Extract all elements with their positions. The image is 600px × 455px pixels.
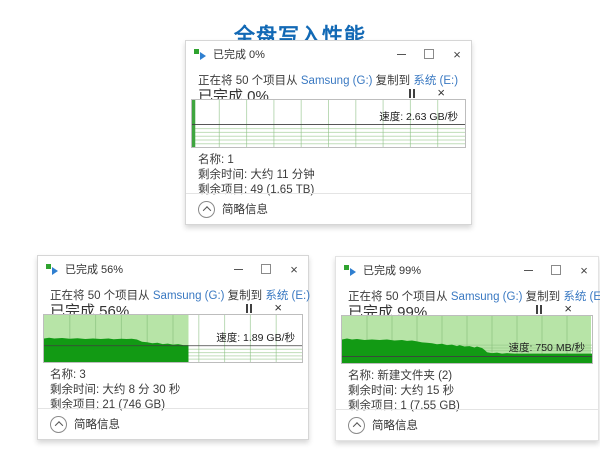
minimize-icon (523, 269, 533, 271)
transfer-speed-chart: 速度: 2.63 GB/秒 (191, 99, 466, 148)
transfer-speed-chart: 速度: 1.89 GB/秒 (43, 314, 303, 363)
chevron-up-icon (198, 200, 215, 218)
copy-dialog-icon (344, 264, 356, 276)
fewer-details-label: 简略信息 (222, 204, 268, 216)
copy-text: 复制到 (372, 75, 414, 87)
minimize-button[interactable] (514, 257, 542, 283)
item-name: 名称: 新建文件夹 (2) (348, 370, 453, 382)
items-remaining: 剩余项目: 49 (1.65 TB) (198, 184, 315, 196)
divider (336, 409, 598, 410)
close-icon: × (290, 261, 298, 277)
close-button[interactable]: × (443, 41, 471, 67)
close-icon: × (580, 262, 588, 278)
items-remaining: 剩余项目: 1 (7.55 GB) (348, 400, 460, 412)
close-button[interactable]: × (280, 256, 308, 282)
destination-drive-link[interactable]: 系统 (E:) (265, 290, 311, 302)
maximize-icon (261, 264, 271, 274)
window-title: 已完成 0% (213, 49, 265, 61)
current-speed-line (342, 356, 592, 357)
titlebar[interactable]: 已完成 0% × (186, 41, 471, 67)
minimize-button[interactable] (224, 256, 252, 282)
source-drive-link[interactable]: Samsung (G:) (450, 291, 523, 303)
divider (186, 193, 471, 194)
time-remaining: 剩余时间: 大约 8 分 30 秒 (50, 384, 181, 396)
window-title: 已完成 99% (363, 265, 422, 277)
divider (38, 408, 308, 409)
speed-label: 速度: 2.63 GB/秒 (379, 110, 458, 123)
copy-dialog-56-percent: 已完成 56% × 正在将 50 个项目从 Samsung (G:) 复制到 系… (37, 255, 310, 440)
maximize-button[interactable] (542, 257, 570, 283)
current-speed-line (192, 124, 465, 125)
destination-drive-link[interactable]: 系统 (E:) (413, 75, 459, 87)
maximize-icon (424, 49, 434, 59)
pause-button[interactable] (246, 304, 252, 313)
fewer-details-label: 简略信息 (372, 420, 418, 432)
destination-drive-link[interactable]: 系统 (E:) (563, 291, 600, 303)
copy-text: 正在将 50 个项目从 (198, 75, 301, 87)
source-drive-link[interactable]: Samsung (G:) (300, 75, 373, 87)
copy-description: 正在将 50 个项目从 Samsung (G:) 复制到 系统 (E:) (50, 287, 310, 303)
copy-text: 正在将 50 个项目从 (50, 290, 153, 302)
fewer-details-label: 简略信息 (74, 419, 120, 431)
cancel-button[interactable]: × (274, 300, 282, 315)
fewer-details-toggle[interactable]: 简略信息 (198, 198, 268, 220)
items-remaining: 剩余项目: 21 (746 GB) (50, 399, 166, 411)
chevron-up-icon (50, 415, 67, 433)
pause-button[interactable] (536, 305, 542, 314)
current-speed-line (44, 345, 302, 347)
item-name: 名称: 3 (50, 369, 86, 381)
chevron-up-icon (348, 416, 365, 434)
maximize-button[interactable] (252, 256, 280, 282)
fewer-details-toggle[interactable]: 简略信息 (50, 413, 120, 435)
fewer-details-toggle[interactable]: 简略信息 (348, 414, 418, 436)
titlebar[interactable]: 已完成 99% × (336, 257, 598, 283)
minimize-icon (233, 268, 243, 270)
time-remaining: 剩余时间: 大约 11 分钟 (198, 169, 315, 181)
transfer-speed-chart: 速度: 750 MB/秒 (341, 315, 593, 364)
maximize-button[interactable] (415, 41, 443, 67)
transfer-details: 名称: 新建文件夹 (2) 剩余时间: 大约 15 秒 剩余项目: 1 (7.5… (348, 369, 588, 414)
speed-history-area (44, 337, 189, 362)
copy-dialog-0-percent: 已完成 0% × 正在将 50 个项目从 Samsung (G:) 复制到 系统… (185, 40, 472, 225)
time-remaining: 剩余时间: 大约 15 秒 (348, 385, 455, 397)
copy-text: 复制到 (522, 291, 564, 303)
copy-description: 正在将 50 个项目从 Samsung (G:) 复制到 系统 (E:) (198, 72, 461, 88)
speed-history-area (342, 338, 592, 363)
copy-dialog-99-percent: 已完成 99% × 正在将 50 个项目从 Samsung (G:) 复制到 系… (335, 256, 600, 441)
close-button[interactable]: × (570, 257, 598, 283)
copy-description: 正在将 50 个项目从 Samsung (G:) 复制到 系统 (E:) (348, 288, 600, 304)
source-drive-link[interactable]: Samsung (G:) (152, 290, 225, 302)
close-icon: × (453, 46, 461, 62)
item-name: 名称: 1 (198, 154, 234, 166)
transfer-details: 名称: 3 剩余时间: 大约 8 分 30 秒 剩余项目: 21 (746 GB… (50, 368, 298, 413)
speed-label: 速度: 750 MB/秒 (508, 342, 585, 355)
maximize-icon (551, 265, 561, 275)
minimize-icon (396, 53, 406, 55)
window-title: 已完成 56% (65, 264, 124, 276)
cancel-button[interactable]: × (564, 301, 572, 316)
titlebar[interactable]: 已完成 56% × (38, 256, 308, 282)
minimize-button[interactable] (387, 41, 415, 67)
pause-button[interactable] (409, 89, 415, 98)
copy-dialog-icon (194, 48, 206, 60)
speed-label: 速度: 1.89 GB/秒 (216, 332, 295, 345)
copy-dialog-icon (46, 263, 58, 275)
copy-text: 复制到 (224, 290, 266, 302)
cancel-button[interactable]: × (437, 85, 445, 100)
copy-text: 正在将 50 个项目从 (348, 291, 451, 303)
progress-position-bar (192, 100, 196, 147)
transfer-details: 名称: 1 剩余时间: 大约 11 分钟 剩余项目: 49 (1.65 TB) (198, 153, 461, 198)
